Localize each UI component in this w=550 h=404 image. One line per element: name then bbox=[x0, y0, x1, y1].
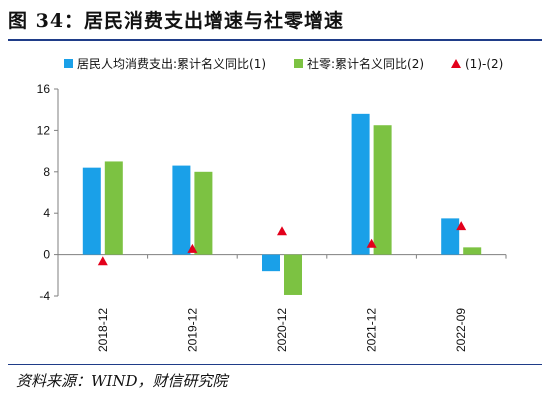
x-tick-label: 2021-12 bbox=[365, 308, 379, 352]
source-note: 资料来源：WIND，财信研究院 bbox=[16, 372, 228, 390]
marker-diff-2020-12 bbox=[277, 226, 287, 236]
y-tick-label: -4 bbox=[39, 289, 50, 303]
bar-retail-2019-12 bbox=[194, 171, 213, 255]
x-tick-label: 2019-12 bbox=[185, 308, 199, 352]
legend-swatch bbox=[451, 59, 461, 68]
bar-consumption-2021-12 bbox=[351, 113, 370, 255]
y-tick-label: 16 bbox=[37, 82, 51, 96]
bar-consumption-2022-09 bbox=[441, 218, 460, 255]
bars bbox=[82, 113, 482, 295]
bar-retail-2018-12 bbox=[104, 161, 123, 255]
x-tick-labels: 2018-12 2019-12 2020-12 2021-12 2022-09 bbox=[96, 308, 468, 352]
y-tick-labels: -4 0 4 8 12 16 bbox=[37, 82, 51, 303]
bar-consumption-2018-12 bbox=[82, 167, 101, 255]
y-tick-label: 12 bbox=[37, 123, 51, 137]
bar-retail-2022-09 bbox=[463, 247, 482, 255]
bar-retail-2020-12 bbox=[284, 254, 302, 295]
bar-consumption-2020-12 bbox=[262, 254, 280, 272]
marker-diff-2019-12 bbox=[187, 243, 198, 253]
legend-label: 居民人均消费支出:累计名义同比(1) bbox=[77, 56, 266, 71]
markers bbox=[97, 221, 467, 266]
marker-diff-2018-12 bbox=[97, 256, 108, 266]
bar-retail-2021-12 bbox=[373, 125, 392, 255]
x-tick-label: 2018-12 bbox=[96, 308, 110, 352]
y-tick-label: 8 bbox=[43, 165, 50, 179]
legend-swatch bbox=[294, 59, 303, 68]
y-tick-label: 0 bbox=[43, 248, 50, 262]
chart-canvas: 居民人均消费支出:累计名义同比(1) 社零:累计名义同比(2) (1)-(2) 20… bbox=[37, 56, 507, 352]
x-tick-label: 2020-12 bbox=[275, 308, 289, 352]
x-tick-label: 2022-09 bbox=[454, 308, 468, 352]
legend-label: 社零:累计名义同比(2) bbox=[307, 56, 424, 71]
legend-label: (1)-(2) bbox=[465, 57, 503, 71]
axes bbox=[54, 88, 507, 297]
marker-diff-2021-12 bbox=[366, 238, 377, 248]
legend-swatch bbox=[64, 59, 73, 68]
y-tick-label: 4 bbox=[43, 206, 50, 220]
chart-title: 图 34：居民消费支出增速与社零增速 bbox=[8, 10, 345, 32]
footer-divider bbox=[8, 364, 542, 365]
marker-diff-2022-09 bbox=[456, 221, 467, 231]
legend: 居民人均消费支出:累计名义同比(1) 社零:累计名义同比(2) (1)-(2) bbox=[64, 56, 503, 71]
title-divider bbox=[8, 39, 542, 41]
bar-consumption-2019-12 bbox=[172, 165, 191, 255]
